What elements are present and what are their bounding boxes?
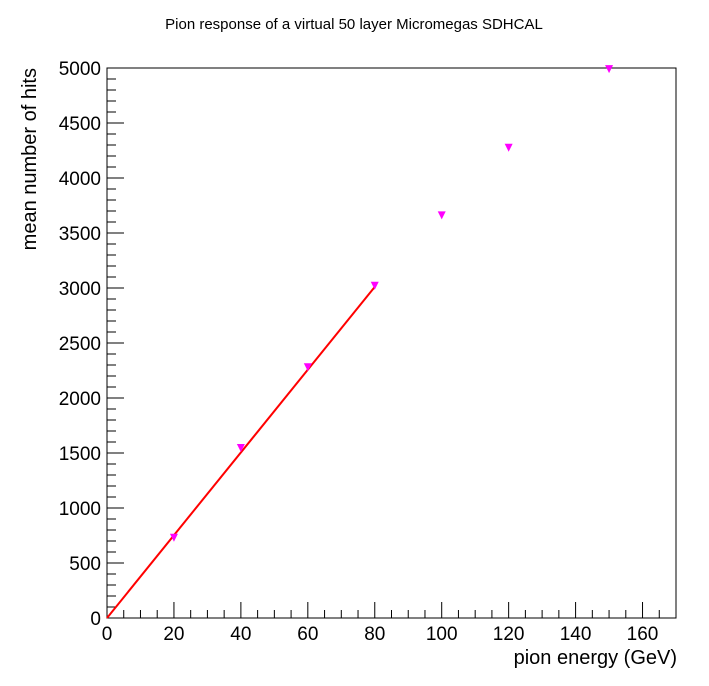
data-point [303, 363, 312, 372]
data-point [169, 533, 178, 542]
data-point [370, 281, 379, 290]
x-tick-label: 100 [426, 624, 458, 645]
data-point [504, 143, 513, 152]
y-axis-label: mean number of hits [19, 68, 41, 250]
y-tick-label: 0 [90, 609, 101, 630]
x-tick-label: 40 [230, 624, 251, 645]
fit-line-layer [106, 286, 376, 619]
y-tick-label: 4000 [59, 169, 101, 190]
x-tick-label: 120 [493, 624, 525, 645]
y-tick-label: 1500 [59, 444, 101, 465]
y-tick-label: 500 [69, 554, 101, 575]
x-tick-label: 20 [163, 624, 184, 645]
x-tick-label: 80 [364, 624, 385, 645]
data-point [437, 211, 446, 220]
x-tick-label: 0 [102, 624, 113, 645]
x-tick-label: 60 [297, 624, 318, 645]
data-point [605, 65, 614, 74]
y-tick-label: 4500 [59, 114, 101, 135]
fit-line [106, 286, 376, 619]
y-tick-label: 5000 [59, 59, 101, 80]
x-axis-ticks: 0 20 40 60 80 100 120 140 160 [102, 602, 677, 645]
y-tick-label: 1000 [59, 499, 101, 520]
x-axis-label: pion energy (GeV) [514, 647, 677, 669]
y-tick-label: 2000 [59, 389, 101, 410]
chart-title: Pion response of a virtual 50 layer Micr… [165, 16, 543, 33]
y-tick-label: 2500 [59, 334, 101, 355]
x-tick-label: 160 [627, 624, 659, 645]
x-tick-label: 140 [560, 624, 592, 645]
data-points [169, 65, 614, 542]
data-point [236, 444, 245, 453]
y-axis-ticks: 0 500 1000 1500 2000 2500 3000 3500 4000 4500 5000 [59, 59, 124, 630]
plot-frame [106, 67, 677, 619]
y-tick-label: 3000 [59, 279, 101, 300]
y-tick-label: 3500 [59, 224, 101, 245]
